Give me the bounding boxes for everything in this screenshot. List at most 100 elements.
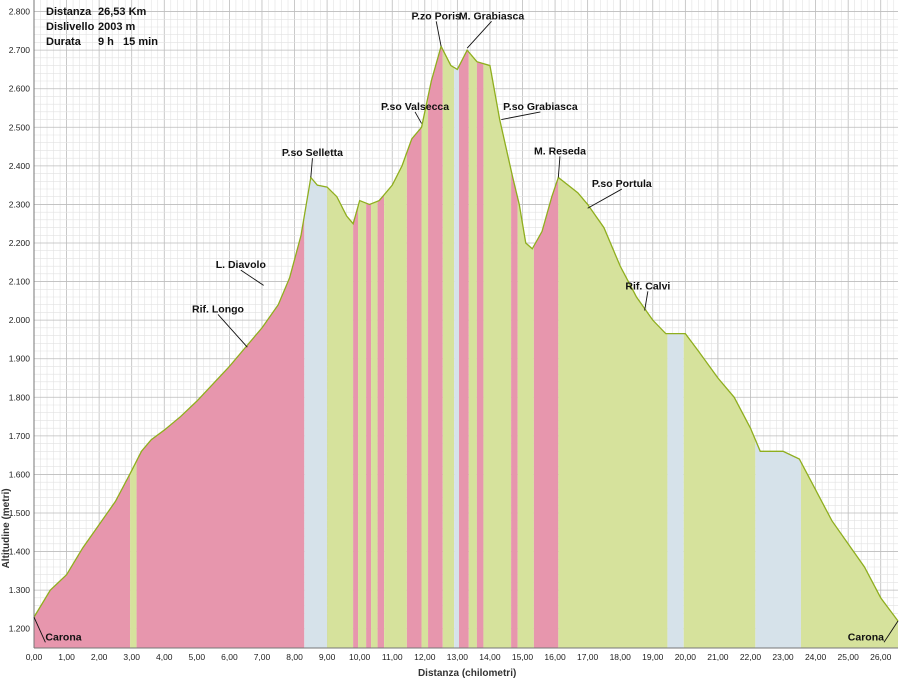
distance-label: Distanza <box>46 6 92 18</box>
annotation-label: M. Grabiasca <box>459 10 525 22</box>
profile-band-pink <box>428 46 443 649</box>
duration-value: 9 h 15 min <box>98 36 158 48</box>
x-tick-label: 4,00 <box>156 652 173 662</box>
distance-value: 26,53 Km <box>98 6 147 18</box>
x-tick-label: 11,00 <box>382 652 403 662</box>
x-tick-label: 25,00 <box>838 652 860 662</box>
x-tick-label: 23,00 <box>772 652 794 662</box>
profile-band-green <box>558 177 668 648</box>
profile-band-pink <box>406 127 422 649</box>
profile-band-green <box>483 63 512 648</box>
profile-band-green <box>517 197 534 648</box>
x-tick-label: 0,00 <box>26 652 43 662</box>
y-tick-label: 2.200 <box>9 238 31 248</box>
annotation-label: P.so Portula <box>592 178 652 190</box>
x-tick-label: 12,00 <box>414 652 436 662</box>
profile-band-pink <box>458 50 469 648</box>
annotation-leader <box>501 111 541 121</box>
y-tick-label: 2.400 <box>9 161 31 171</box>
annotation-label: Carona <box>848 631 884 643</box>
annotation-leader <box>587 188 623 209</box>
annotation-label: P.so Grabiasca <box>503 101 578 113</box>
annotation-label: Rif. Calvi <box>625 280 670 292</box>
profile-band-bluegray <box>667 333 684 648</box>
x-tick-label: 20,00 <box>675 652 697 662</box>
profile-band-pink <box>366 203 372 648</box>
profile-band-green <box>442 49 455 648</box>
profile-band-pink <box>511 170 518 648</box>
distance-row: Distanza 26,53 Km <box>46 5 158 20</box>
elevation-gain-row: Dislivello 2003 m <box>46 20 158 35</box>
annotation-leader <box>33 616 46 643</box>
annotation-leader <box>435 21 442 47</box>
annotation-leader <box>217 314 248 348</box>
annotation-leader <box>883 620 899 643</box>
x-axis-title: Distanza (chilometri) <box>418 668 516 679</box>
y-tick-label: 2.700 <box>9 45 31 55</box>
duration-label: Durata <box>46 36 81 48</box>
x-tick-label: 22,00 <box>740 652 762 662</box>
profile-band-pink <box>136 216 305 648</box>
x-tick-label: 15,00 <box>512 652 534 662</box>
profile-band-pink <box>377 194 385 649</box>
profile-band-green <box>384 152 407 649</box>
y-tick-label: 2.300 <box>9 199 31 209</box>
profile-band-bluegray <box>755 439 801 648</box>
y-tick-label: 1.900 <box>9 354 31 364</box>
profile-band-pink <box>533 177 559 648</box>
profile-band-pink <box>353 206 359 649</box>
y-tick-label: 2.500 <box>9 122 31 132</box>
x-tick-label: 3,00 <box>123 652 140 662</box>
annotation-label: P.zo Poris <box>411 10 461 22</box>
duration-row: Durata 9 h 15 min <box>46 35 158 50</box>
x-tick-label: 1,00 <box>58 652 75 662</box>
annotation-leader <box>240 269 264 286</box>
x-tick-label: 13,00 <box>447 652 469 662</box>
x-tick-label: 8,00 <box>286 652 303 662</box>
y-axis-title: Altitudine (metri) <box>1 488 12 568</box>
y-tick-label: 2.100 <box>9 277 31 287</box>
profile-band-green <box>468 52 477 648</box>
annotation-leader <box>644 291 649 311</box>
x-tick-label: 19,00 <box>642 652 664 662</box>
annotation-label: M. Reseda <box>534 145 586 157</box>
y-tick-label: 1.300 <box>9 585 31 595</box>
elevation-gain-value: 2003 m <box>98 21 136 33</box>
profile-band-green <box>421 96 429 649</box>
y-tick-label: 1.400 <box>9 547 31 557</box>
annotation-label: P.so Valsecca <box>381 101 449 113</box>
x-tick-label: 2,00 <box>91 652 108 662</box>
annotation-leader <box>310 158 313 178</box>
y-tick-label: 1.500 <box>9 508 31 518</box>
profile-outline <box>33 44 899 622</box>
annotation-leader <box>557 156 561 178</box>
x-tick-label: 18,00 <box>610 652 632 662</box>
x-tick-label: 7,00 <box>254 652 271 662</box>
y-tick-label: 1.200 <box>9 624 31 634</box>
profile-band-green <box>130 460 137 648</box>
y-tick-label: 2.800 <box>9 7 31 17</box>
profile-band-green <box>683 333 756 648</box>
profile-band-green <box>358 200 367 648</box>
profile-band-pink <box>34 473 131 648</box>
annotation-leader <box>414 111 422 124</box>
y-tick-label: 1.700 <box>9 431 31 441</box>
y-tick-label: 2.600 <box>9 84 31 94</box>
annotation-label: P.so Selletta <box>282 147 343 159</box>
x-tick-label: 17,00 <box>577 652 599 662</box>
y-tick-label: 2.000 <box>9 315 31 325</box>
profile-band-bluegray <box>304 177 328 648</box>
x-tick-label: 5,00 <box>189 652 206 662</box>
x-tick-label: 10,00 <box>349 652 371 662</box>
x-tick-label: 16,00 <box>544 652 566 662</box>
x-tick-label: 14,00 <box>479 652 501 662</box>
profile-band-green <box>371 201 378 648</box>
x-tick-label: 6,00 <box>221 652 238 662</box>
x-tick-label: 9,00 <box>319 652 336 662</box>
elevation-gain-label: Dislivello <box>46 21 95 33</box>
y-tick-label: 1.800 <box>9 392 31 402</box>
annotation-label: L. Diavolo <box>216 259 266 271</box>
annotation-label: Rif. Longo <box>192 303 244 315</box>
annotation-leader <box>466 20 492 49</box>
